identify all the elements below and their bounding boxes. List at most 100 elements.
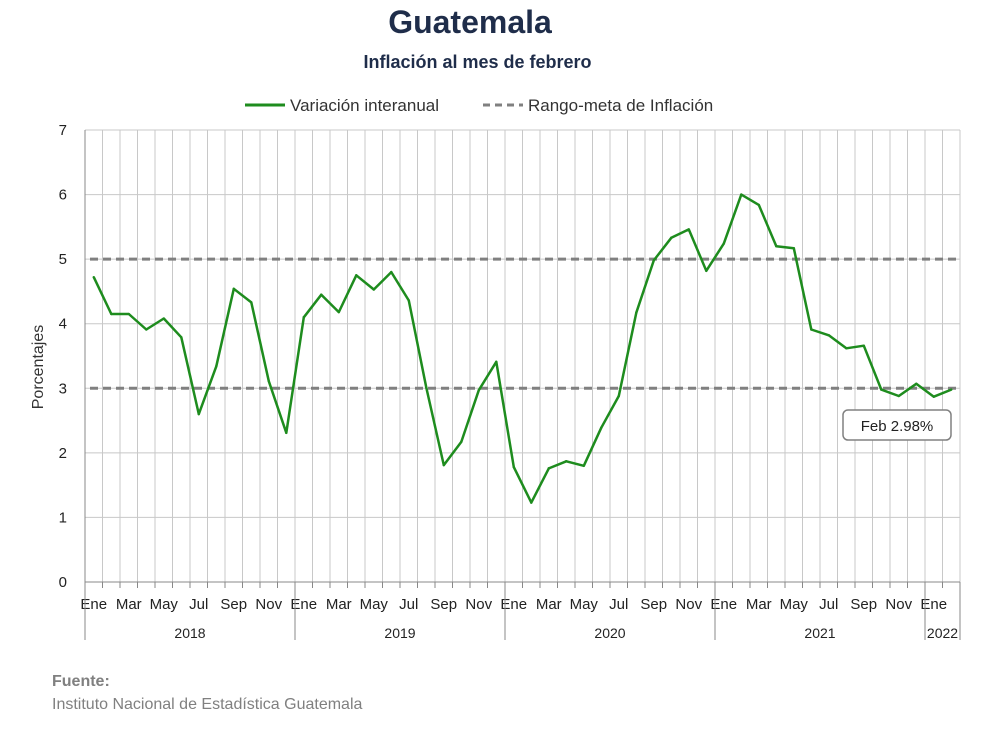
data-point bbox=[687, 228, 690, 231]
callout-box bbox=[842, 409, 952, 441]
x-tick-label: Sep bbox=[430, 596, 457, 613]
year-label: 2019 bbox=[384, 625, 415, 641]
x-tick-label: Nov bbox=[675, 596, 702, 613]
data-point bbox=[582, 464, 585, 467]
x-tick-label: May bbox=[360, 596, 389, 613]
y-tick-label: 7 bbox=[59, 122, 67, 139]
x-tick-label: May bbox=[780, 596, 809, 613]
data-point bbox=[477, 389, 480, 392]
data-point bbox=[232, 287, 235, 291]
data-point bbox=[792, 246, 795, 250]
year-label: 2020 bbox=[594, 625, 625, 641]
x-tick-label: Mar bbox=[116, 596, 142, 613]
data-point bbox=[110, 312, 113, 316]
data-point bbox=[197, 412, 200, 416]
y-tick-label: 6 bbox=[59, 187, 67, 204]
x-tick-label: Nov bbox=[885, 596, 912, 613]
x-tick-label: Ene bbox=[920, 596, 947, 613]
x-tick-label: Nov bbox=[255, 596, 282, 613]
data-point bbox=[180, 336, 183, 339]
chart-subtitle: Inflación al mes de febrero bbox=[363, 52, 592, 72]
x-axis-year-groups: 2018 2019 2020 2021 2022 bbox=[84, 582, 961, 641]
data-point bbox=[285, 431, 288, 435]
source-label: Fuente: bbox=[52, 673, 110, 690]
data-point bbox=[320, 293, 323, 296]
data-point bbox=[897, 394, 900, 398]
x-tick-label: Sep bbox=[640, 596, 667, 613]
x-tick-label: May bbox=[150, 596, 179, 613]
y-tick-label: 4 bbox=[59, 316, 67, 333]
data-point bbox=[810, 328, 813, 331]
data-point bbox=[635, 311, 638, 314]
data-point bbox=[512, 465, 515, 469]
data-point bbox=[372, 288, 375, 291]
y-axis-label: Porcentajes bbox=[30, 325, 47, 410]
callout-feb: Feb 2.98% bbox=[842, 409, 952, 441]
y-tick-label: 5 bbox=[59, 251, 67, 268]
y-tick-label: 0 bbox=[59, 574, 67, 591]
x-axis-ticks: Ene Mar May Jul Sep Nov Ene Mar May Jul Sep Nov Ene M… bbox=[80, 582, 961, 613]
chart-title: Guatemala bbox=[388, 4, 552, 40]
data-point bbox=[530, 501, 533, 504]
data-point bbox=[127, 312, 130, 316]
target-range-lines bbox=[90, 257, 960, 390]
data-point bbox=[145, 328, 148, 331]
data-point bbox=[950, 388, 953, 391]
x-tick-label: Ene bbox=[710, 596, 737, 613]
x-tick-label: Mar bbox=[536, 596, 562, 613]
series-line-variacion bbox=[92, 193, 952, 504]
x-tick-label: Jul bbox=[819, 596, 838, 613]
data-point bbox=[827, 334, 830, 337]
data-point bbox=[267, 379, 270, 383]
x-tick-label: Jul bbox=[609, 596, 628, 613]
data-point bbox=[775, 245, 778, 248]
data-point bbox=[565, 460, 568, 463]
y-axis-ticks: 0 1 2 3 4 5 6 7 bbox=[59, 122, 67, 591]
data-point bbox=[302, 316, 305, 319]
data-point bbox=[215, 365, 218, 368]
x-tick-label: May bbox=[570, 596, 599, 613]
data-point bbox=[617, 394, 620, 398]
year-label: 2021 bbox=[804, 625, 835, 641]
x-tick-label: Mar bbox=[326, 596, 352, 613]
x-tick-label: Ene bbox=[290, 596, 317, 613]
data-point bbox=[757, 203, 760, 207]
x-tick-label: Sep bbox=[850, 596, 877, 613]
data-point bbox=[390, 270, 393, 274]
data-point bbox=[845, 347, 848, 350]
data-point bbox=[547, 467, 550, 470]
data-point bbox=[652, 259, 655, 262]
source-text: Instituto Nacional de Estadística Guatem… bbox=[52, 696, 363, 713]
data-point bbox=[932, 395, 935, 398]
data-point bbox=[705, 269, 708, 272]
data-point bbox=[355, 274, 358, 277]
data-point bbox=[460, 440, 463, 444]
data-point bbox=[670, 236, 673, 240]
data-point bbox=[722, 242, 725, 245]
data-point bbox=[740, 193, 743, 196]
x-tick-label: Sep bbox=[220, 596, 247, 613]
series-variacion bbox=[92, 193, 953, 504]
x-tick-label: Ene bbox=[80, 596, 107, 613]
data-point bbox=[862, 344, 865, 347]
x-tick-label: Mar bbox=[746, 596, 772, 613]
data-point bbox=[880, 388, 883, 391]
data-point bbox=[162, 317, 165, 320]
legend: Variación interanual Rango-meta de Infla… bbox=[245, 96, 713, 115]
data-point bbox=[407, 299, 410, 302]
data-point bbox=[425, 386, 428, 389]
data-point bbox=[495, 360, 498, 364]
data-point bbox=[92, 276, 95, 279]
grid bbox=[84, 129, 961, 583]
y-tick-label: 1 bbox=[59, 509, 67, 526]
data-point bbox=[600, 426, 603, 429]
data-point bbox=[337, 310, 340, 314]
x-tick-label: Ene bbox=[500, 596, 527, 613]
x-tick-label: Jul bbox=[189, 596, 208, 613]
callout-text: Feb 2.98% bbox=[861, 418, 934, 435]
x-tick-label: Nov bbox=[465, 596, 492, 613]
legend-label-variacion: Variación interanual bbox=[290, 96, 439, 115]
data-point bbox=[442, 463, 445, 467]
y-tick-label: 2 bbox=[59, 445, 67, 462]
